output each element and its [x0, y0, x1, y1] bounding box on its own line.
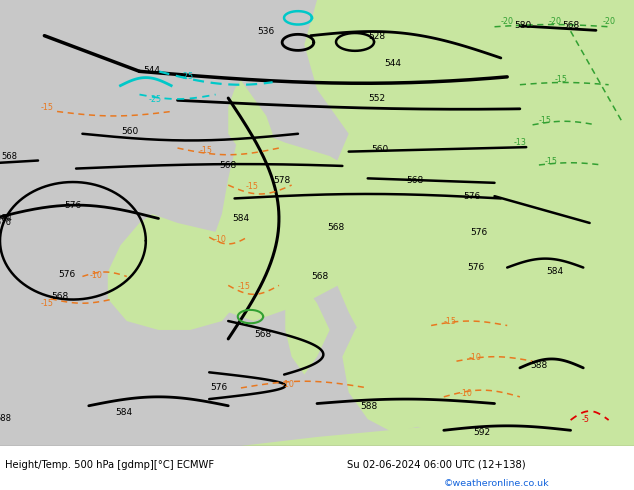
Text: 592: 592 [473, 428, 491, 437]
Text: 544: 544 [385, 59, 401, 68]
Text: 576: 576 [210, 384, 228, 392]
Text: -10: -10 [282, 380, 295, 389]
Text: Su 02-06-2024 06:00 UTC (12+138): Su 02-06-2024 06:00 UTC (12+138) [347, 460, 526, 469]
Text: -20: -20 [501, 17, 514, 26]
Polygon shape [190, 410, 634, 446]
Text: -10: -10 [214, 235, 226, 245]
Text: -10: -10 [469, 353, 482, 362]
Polygon shape [304, 0, 634, 446]
Text: 576: 576 [470, 228, 488, 237]
Text: 536: 536 [257, 27, 275, 36]
Text: -5: -5 [582, 415, 590, 424]
Text: 568: 568 [254, 330, 272, 339]
Text: -15: -15 [555, 75, 567, 84]
Text: 588: 588 [0, 414, 11, 423]
Text: 528: 528 [368, 32, 386, 41]
Text: 568: 568 [219, 161, 237, 171]
Polygon shape [209, 125, 399, 321]
Text: 576: 576 [64, 200, 82, 210]
Text: -15: -15 [41, 103, 54, 112]
Text: 552: 552 [368, 95, 386, 103]
Text: -20: -20 [548, 17, 561, 26]
Text: 576: 576 [467, 263, 484, 272]
Text: -15: -15 [41, 299, 54, 308]
Text: 560: 560 [121, 126, 139, 136]
Text: -584: -584 [0, 214, 13, 223]
Text: 568: 568 [311, 272, 329, 281]
Text: 560: 560 [372, 146, 389, 154]
Text: -15: -15 [200, 146, 212, 155]
Text: 588: 588 [360, 402, 378, 411]
Text: -15: -15 [545, 157, 558, 166]
Text: 576: 576 [58, 270, 75, 279]
Text: -10: -10 [460, 389, 472, 398]
Text: -20: -20 [602, 17, 615, 26]
Text: -15: -15 [238, 282, 250, 291]
Text: 544: 544 [144, 66, 160, 75]
Text: 576: 576 [0, 219, 11, 227]
Text: Height/Temp. 500 hPa [gdmp][°C] ECMWF: Height/Temp. 500 hPa [gdmp][°C] ECMWF [5, 460, 214, 469]
Polygon shape [285, 285, 330, 374]
Text: -25: -25 [181, 72, 193, 81]
Text: 584: 584 [115, 408, 133, 417]
Text: 568: 568 [51, 292, 69, 301]
Text: 568: 568 [562, 22, 579, 30]
Text: -13: -13 [514, 138, 526, 147]
Text: -15: -15 [444, 318, 456, 326]
Text: 576: 576 [463, 192, 481, 201]
Text: 584: 584 [232, 214, 250, 223]
Text: 588: 588 [530, 361, 548, 370]
Text: -15: -15 [246, 182, 259, 191]
Text: -10: -10 [90, 271, 103, 280]
Text: 568: 568 [327, 223, 345, 232]
Polygon shape [342, 312, 456, 433]
Text: 568: 568 [1, 151, 18, 161]
Text: ©weatheronline.co.uk: ©weatheronline.co.uk [444, 479, 550, 488]
Text: 568: 568 [406, 175, 424, 185]
Text: 584: 584 [546, 268, 564, 276]
Polygon shape [228, 80, 273, 161]
Text: -15: -15 [539, 116, 552, 125]
Polygon shape [108, 214, 254, 330]
Text: 578: 578 [273, 175, 291, 185]
Text: -25: -25 [149, 96, 162, 104]
Text: 580: 580 [514, 22, 532, 30]
